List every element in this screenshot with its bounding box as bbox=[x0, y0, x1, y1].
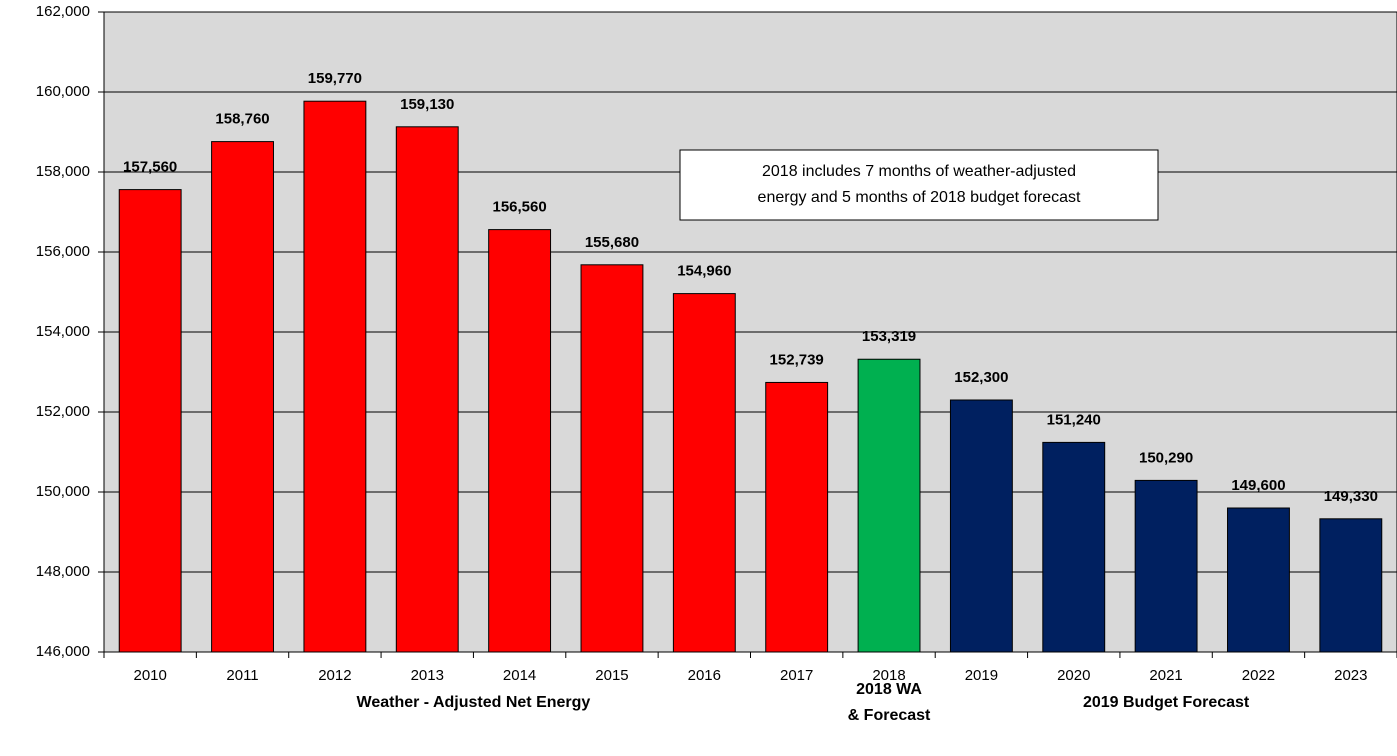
x-tick-label: 2023 bbox=[1334, 667, 1367, 684]
value-label: 155,680 bbox=[585, 234, 639, 251]
annotation: 2018 includes 7 months of weather-adjust… bbox=[762, 163, 1076, 180]
bar bbox=[395, 126, 459, 653]
bar bbox=[303, 100, 367, 653]
value-label: 159,770 bbox=[308, 70, 362, 87]
bar bbox=[1227, 507, 1290, 653]
value-label: 158,760 bbox=[215, 111, 269, 128]
bar bbox=[1134, 479, 1198, 653]
value-label: 152,300 bbox=[954, 369, 1008, 386]
bar bbox=[211, 141, 274, 653]
x-tick-label: 2014 bbox=[503, 667, 536, 684]
bar bbox=[580, 264, 644, 653]
x-tick-label: 2010 bbox=[133, 667, 166, 684]
bar bbox=[672, 293, 736, 653]
y-tick-label: 162,000 bbox=[36, 3, 90, 20]
value-label: 157,560 bbox=[123, 159, 177, 176]
value-label: 151,240 bbox=[1047, 411, 1101, 428]
x-tick-label: 2011 bbox=[226, 667, 258, 684]
x-tick-label: 2013 bbox=[411, 667, 444, 684]
bar bbox=[1319, 518, 1383, 653]
x-tick-label: 2017 bbox=[780, 667, 813, 684]
value-label: 149,600 bbox=[1231, 477, 1285, 494]
value-label: 152,739 bbox=[770, 351, 824, 368]
group-label: Weather - Adjusted Net Energy bbox=[357, 694, 591, 711]
y-tick-label: 148,000 bbox=[36, 563, 90, 580]
x-tick-label: 2022 bbox=[1242, 667, 1275, 684]
x-tick-label: 2021 bbox=[1149, 667, 1182, 684]
y-tick-label: 154,000 bbox=[36, 323, 90, 340]
value-label: 150,290 bbox=[1139, 449, 1193, 466]
annotation-box bbox=[679, 149, 1159, 221]
bar bbox=[1042, 441, 1106, 653]
value-label: 153,319 bbox=[862, 328, 916, 345]
bar bbox=[857, 358, 921, 653]
x-tick-label: 2012 bbox=[318, 667, 351, 684]
x-tick-label: 2020 bbox=[1057, 667, 1090, 684]
y-tick-label: 158,000 bbox=[36, 163, 90, 180]
y-tick-label: 160,000 bbox=[36, 83, 90, 100]
group-label: 2018 WA bbox=[856, 681, 922, 698]
x-tick-label: 2019 bbox=[965, 667, 998, 684]
bar bbox=[949, 399, 1013, 653]
x-tick-label: 2015 bbox=[595, 667, 628, 684]
y-tick-label: 150,000 bbox=[36, 483, 90, 500]
value-label: 149,330 bbox=[1324, 488, 1378, 505]
y-tick-label: 156,000 bbox=[36, 243, 90, 260]
x-tick-label: 2016 bbox=[688, 667, 721, 684]
group-label: 2019 Budget Forecast bbox=[1083, 694, 1250, 711]
bar bbox=[765, 381, 829, 653]
y-tick-label: 152,000 bbox=[36, 403, 90, 420]
value-label: 159,130 bbox=[400, 96, 454, 113]
annotation: energy and 5 months of 2018 budget forec… bbox=[758, 189, 1081, 206]
value-label: 154,960 bbox=[677, 263, 731, 280]
group-label: & Forecast bbox=[848, 707, 931, 724]
value-label: 156,560 bbox=[492, 199, 546, 216]
y-tick-label: 146,000 bbox=[36, 643, 90, 660]
bar bbox=[488, 229, 552, 653]
x-tick-label: 2018 bbox=[872, 667, 905, 684]
bar bbox=[118, 189, 182, 653]
